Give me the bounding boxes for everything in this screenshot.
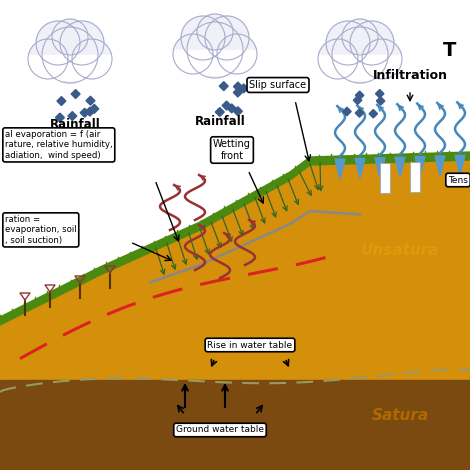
Bar bbox=[55, 113, 64, 122]
Circle shape bbox=[326, 21, 370, 65]
Circle shape bbox=[42, 27, 98, 83]
Polygon shape bbox=[375, 158, 385, 178]
Bar bbox=[376, 97, 385, 105]
Bar bbox=[233, 88, 242, 97]
Bar bbox=[227, 104, 236, 113]
Text: Unsatura: Unsatura bbox=[361, 243, 439, 258]
Circle shape bbox=[36, 21, 80, 65]
Bar bbox=[90, 104, 99, 113]
Bar bbox=[80, 108, 89, 117]
Text: T: T bbox=[443, 40, 457, 60]
Circle shape bbox=[362, 39, 402, 79]
Circle shape bbox=[318, 39, 358, 79]
Polygon shape bbox=[335, 159, 345, 179]
Text: Infiltration: Infiltration bbox=[373, 69, 447, 81]
Bar bbox=[234, 107, 243, 116]
Circle shape bbox=[332, 27, 388, 83]
Polygon shape bbox=[0, 160, 470, 380]
Bar bbox=[353, 96, 362, 104]
Bar bbox=[86, 107, 94, 116]
Circle shape bbox=[217, 34, 257, 74]
Polygon shape bbox=[415, 157, 425, 177]
Text: Ground water table: Ground water table bbox=[176, 425, 264, 434]
Text: Wetting
front: Wetting front bbox=[213, 139, 251, 161]
Bar bbox=[369, 110, 377, 118]
Bar bbox=[355, 109, 364, 117]
Bar bbox=[219, 82, 228, 91]
Circle shape bbox=[28, 39, 68, 79]
Circle shape bbox=[350, 21, 394, 65]
Bar bbox=[410, 162, 420, 192]
Bar bbox=[71, 90, 80, 98]
Polygon shape bbox=[395, 157, 405, 177]
Circle shape bbox=[72, 39, 112, 79]
Bar bbox=[20, 55, 120, 80]
Text: Satura: Satura bbox=[371, 407, 429, 423]
Bar bbox=[86, 96, 95, 105]
Bar bbox=[376, 89, 384, 98]
Polygon shape bbox=[0, 370, 470, 470]
Bar bbox=[57, 96, 66, 105]
Bar bbox=[343, 107, 351, 116]
Text: Slip surface: Slip surface bbox=[250, 80, 306, 90]
Text: al evaporation = f (air
rature, relative humidity,
adiation,  wind speed): al evaporation = f (air rature, relative… bbox=[5, 130, 113, 160]
Bar bbox=[234, 82, 243, 91]
Circle shape bbox=[181, 16, 225, 60]
Bar bbox=[380, 163, 390, 193]
Bar bbox=[239, 84, 248, 93]
Circle shape bbox=[197, 14, 233, 50]
Text: Rainfall: Rainfall bbox=[195, 115, 245, 128]
Circle shape bbox=[205, 16, 249, 60]
Polygon shape bbox=[435, 156, 445, 176]
Polygon shape bbox=[455, 155, 465, 175]
Bar bbox=[215, 108, 224, 117]
Polygon shape bbox=[0, 380, 470, 470]
Circle shape bbox=[342, 19, 378, 55]
Circle shape bbox=[187, 22, 243, 78]
Bar bbox=[222, 101, 231, 110]
Bar bbox=[355, 91, 364, 100]
Bar bbox=[68, 111, 77, 120]
Text: Tens: Tens bbox=[448, 175, 468, 185]
Polygon shape bbox=[0, 160, 470, 470]
Bar bbox=[165, 50, 265, 75]
Circle shape bbox=[60, 21, 104, 65]
Circle shape bbox=[173, 34, 213, 74]
Text: ration =
evaporation, soil
, soil suction): ration = evaporation, soil , soil suctio… bbox=[5, 215, 77, 245]
Polygon shape bbox=[355, 158, 365, 179]
Text: Rainfall: Rainfall bbox=[50, 118, 101, 131]
Circle shape bbox=[52, 19, 88, 55]
Bar bbox=[310, 55, 410, 80]
Text: Rise in water table: Rise in water table bbox=[207, 340, 292, 350]
